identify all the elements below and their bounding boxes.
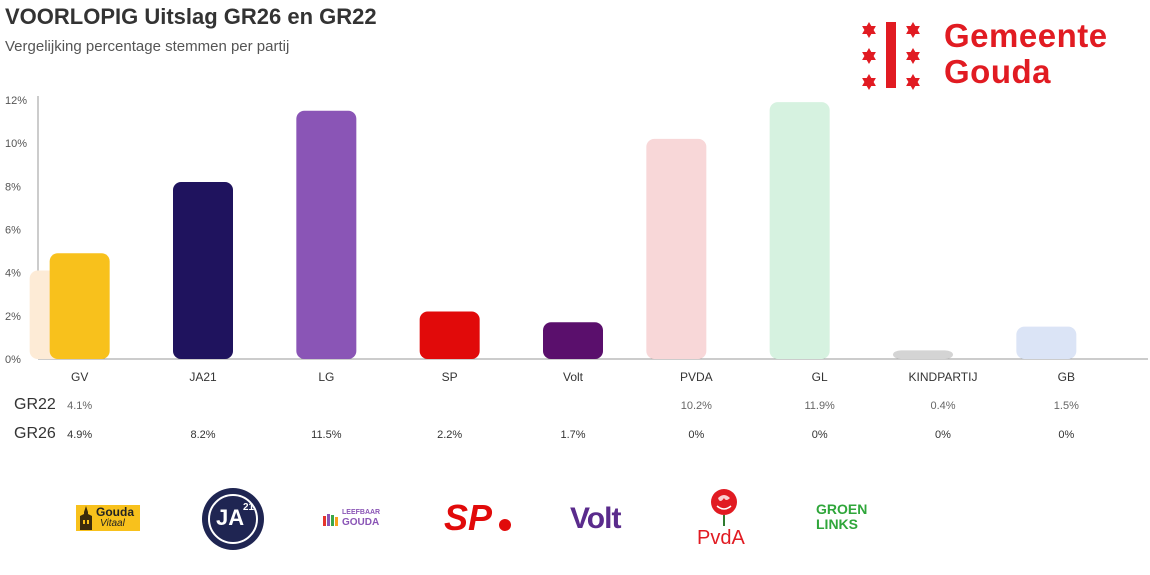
- y-tick-label: 8%: [5, 181, 21, 193]
- data-label-gr26: 1.7%: [560, 429, 585, 441]
- gemeente-gouda-name: Gemeente Gouda: [944, 18, 1108, 90]
- data-label-gr26: 4.9%: [67, 429, 92, 441]
- y-tick-label: 4%: [5, 268, 21, 280]
- data-label-gr26: 11.5%: [311, 429, 342, 441]
- series-label-gr26: GR26: [14, 425, 56, 442]
- chart-title: VOORLOPIG Uitslag GR26 en GR22: [5, 4, 377, 29]
- people-icon: [323, 514, 338, 526]
- series-label-gr22: GR22: [14, 396, 56, 413]
- building-icon: [80, 506, 92, 530]
- groenlinks-line2: LINKS: [816, 516, 858, 532]
- data-label-gr26: 0%: [812, 429, 828, 441]
- y-tick-label: 10%: [5, 138, 27, 150]
- volt-logo-text: Volt: [570, 502, 621, 535]
- y-tick-label: 0%: [5, 354, 21, 366]
- tomato-icon: [499, 519, 511, 531]
- bar-gr22: [893, 350, 953, 359]
- data-label-gr26: 0%: [1058, 429, 1074, 441]
- gemeente-gouda-logo: Gemeente Gouda: [858, 18, 1148, 94]
- leefbaar-gouda-line2: GOUDA: [342, 517, 380, 528]
- x-tick-label: LG: [318, 370, 334, 384]
- sp-logo: SP: [444, 498, 514, 538]
- data-label-gr22: 4.1%: [67, 400, 92, 412]
- bar-gr26: [296, 110, 357, 360]
- x-tick-label: KINDPARTIJ: [909, 370, 978, 384]
- data-label-gr22: 1.5%: [1054, 400, 1079, 412]
- x-tick-label: GB: [1058, 370, 1075, 384]
- ja21-logo: JA 21: [202, 488, 264, 550]
- x-tick-label: SP: [442, 370, 458, 384]
- groenlinks-line1: GROEN: [816, 501, 868, 517]
- x-tick-label: JA21: [189, 370, 217, 384]
- gouda-vitaal-line2: Vitaal: [100, 518, 125, 529]
- data-label-gr22: 11.9%: [804, 400, 835, 412]
- x-tick-label: GV: [71, 370, 88, 384]
- ja21-logo-sup: 21: [243, 502, 255, 513]
- volt-logo: Volt: [570, 502, 640, 536]
- data-label-gr26: 2.2%: [437, 429, 462, 441]
- x-tick-label: GL: [812, 370, 828, 384]
- rose-icon: [711, 489, 737, 526]
- data-label-gr26: 8.2%: [190, 429, 215, 441]
- bar-gr26: [173, 182, 233, 359]
- bar-gr22: [1016, 326, 1077, 359]
- x-tick-label: PVDA: [680, 370, 713, 384]
- chart-subtitle: Vergelijking percentage stemmen per part…: [5, 38, 290, 55]
- bar-gr26: [49, 253, 110, 359]
- leefbaar-gouda-line1: LEEFBAAR: [342, 509, 381, 516]
- bar-gr22: [769, 102, 830, 360]
- data-label-gr22: 10.2%: [681, 400, 712, 412]
- data-label-gr22: 0.4%: [930, 400, 955, 412]
- brand-name-line2: Gouda: [944, 53, 1051, 90]
- pvda-logo-text: PvdA: [697, 527, 745, 549]
- leefbaar-gouda-logo: LEEFBAAR GOUDA: [323, 507, 393, 529]
- data-label-gr26: 0%: [688, 429, 704, 441]
- groenlinks-logo: GROEN LINKS: [816, 502, 886, 532]
- brand-name-line1: Gemeente: [944, 17, 1108, 54]
- bar-gr26: [543, 322, 603, 359]
- x-tick-label: Volt: [563, 370, 584, 384]
- gouda-vitaal-logo: Gouda Vitaal: [76, 505, 140, 531]
- gouda-vitaal-line1: Gouda: [96, 505, 134, 519]
- data-label-gr26: 0%: [935, 429, 951, 441]
- sp-logo-text: SP: [444, 497, 493, 538]
- ja21-logo-text: JA: [216, 505, 245, 530]
- y-tick-label: 12%: [5, 95, 27, 107]
- y-tick-label: 6%: [5, 225, 21, 237]
- gouda-stars-icon: [862, 22, 920, 90]
- bar-gr22: [646, 138, 707, 359]
- pvda-logo: PvdA: [694, 486, 754, 552]
- bar-gr26: [419, 311, 480, 359]
- y-tick-label: 2%: [5, 311, 21, 323]
